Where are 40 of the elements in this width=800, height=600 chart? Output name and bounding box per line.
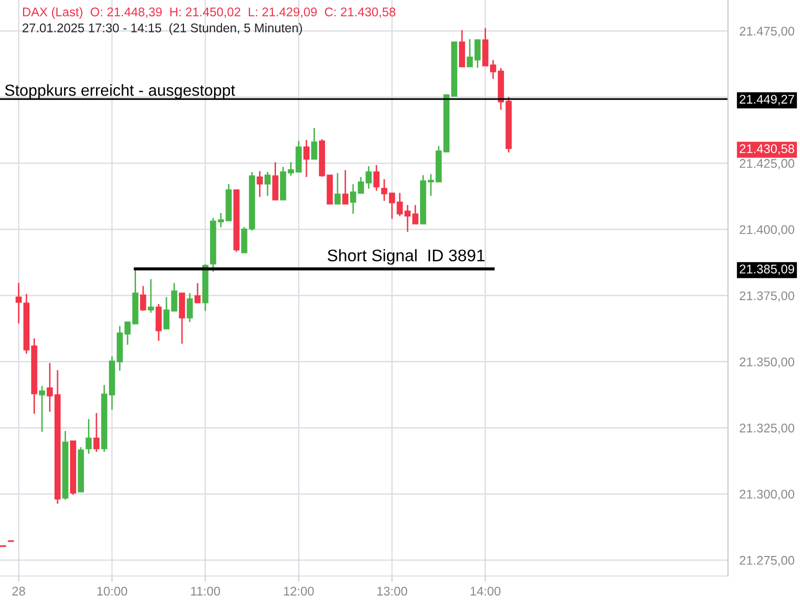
y-tick-label: 21.275,00 <box>740 556 794 566</box>
candlestick <box>156 303 162 342</box>
candlestick <box>303 139 310 178</box>
candlestick <box>16 282 22 324</box>
y-tick-label: 21.375,00 <box>740 291 794 302</box>
candlestick <box>264 171 271 196</box>
text: DAX (Last) O: 21.448,39 H: 21.450,02 L: 21.429,09 C: 21.430,58 <box>23 7 396 19</box>
x-tick-label: 11:00 <box>191 586 220 596</box>
candlestick <box>194 282 201 304</box>
x-tick-label: 10:00 <box>97 586 128 596</box>
x-tick-label: 13:00 <box>377 586 408 596</box>
y-tick-label: 21.350,00 <box>740 357 794 368</box>
text: 27.01.2025 17:30 - 14:15 (21 Stunden, 5 Minuten) <box>22 23 302 35</box>
y-tick-label: 21.475,00 <box>740 26 794 38</box>
x-tick-label: 28 <box>12 586 26 596</box>
ref-line-label: Stoppkurs erreicht - ausgestoppt <box>5 84 236 100</box>
candlestick <box>334 172 341 205</box>
candlestick <box>412 204 418 225</box>
y-tick-label: 21.425,00 <box>740 159 794 170</box>
candlestick <box>86 418 92 454</box>
y-tick-label: 21.400,00 <box>740 225 794 236</box>
candlestick <box>373 164 380 192</box>
y-tick-label: 21.300,00 <box>740 490 794 500</box>
candlestick <box>140 285 146 312</box>
y2-tick-label: 21.430,58 <box>740 144 794 155</box>
y2-tick-label: 21.449,27 <box>740 94 794 106</box>
y-tick-label: 21.325,00 <box>740 424 794 434</box>
candlestick <box>256 170 263 198</box>
candlestick <box>342 169 348 205</box>
candlestick <box>38 385 46 432</box>
candlestick <box>148 278 154 314</box>
candlestick <box>93 412 100 453</box>
x-tick-label: 14:00 <box>470 586 500 596</box>
x-tick-label: 12:00 <box>284 586 314 596</box>
candlestick <box>272 161 278 200</box>
y2-tick-label: 21.385,09 <box>740 264 794 275</box>
annotation: Short Signal ID 3891 <box>328 249 485 265</box>
candlestick <box>350 183 356 214</box>
candlestick <box>186 292 193 323</box>
candlestick <box>311 127 318 160</box>
